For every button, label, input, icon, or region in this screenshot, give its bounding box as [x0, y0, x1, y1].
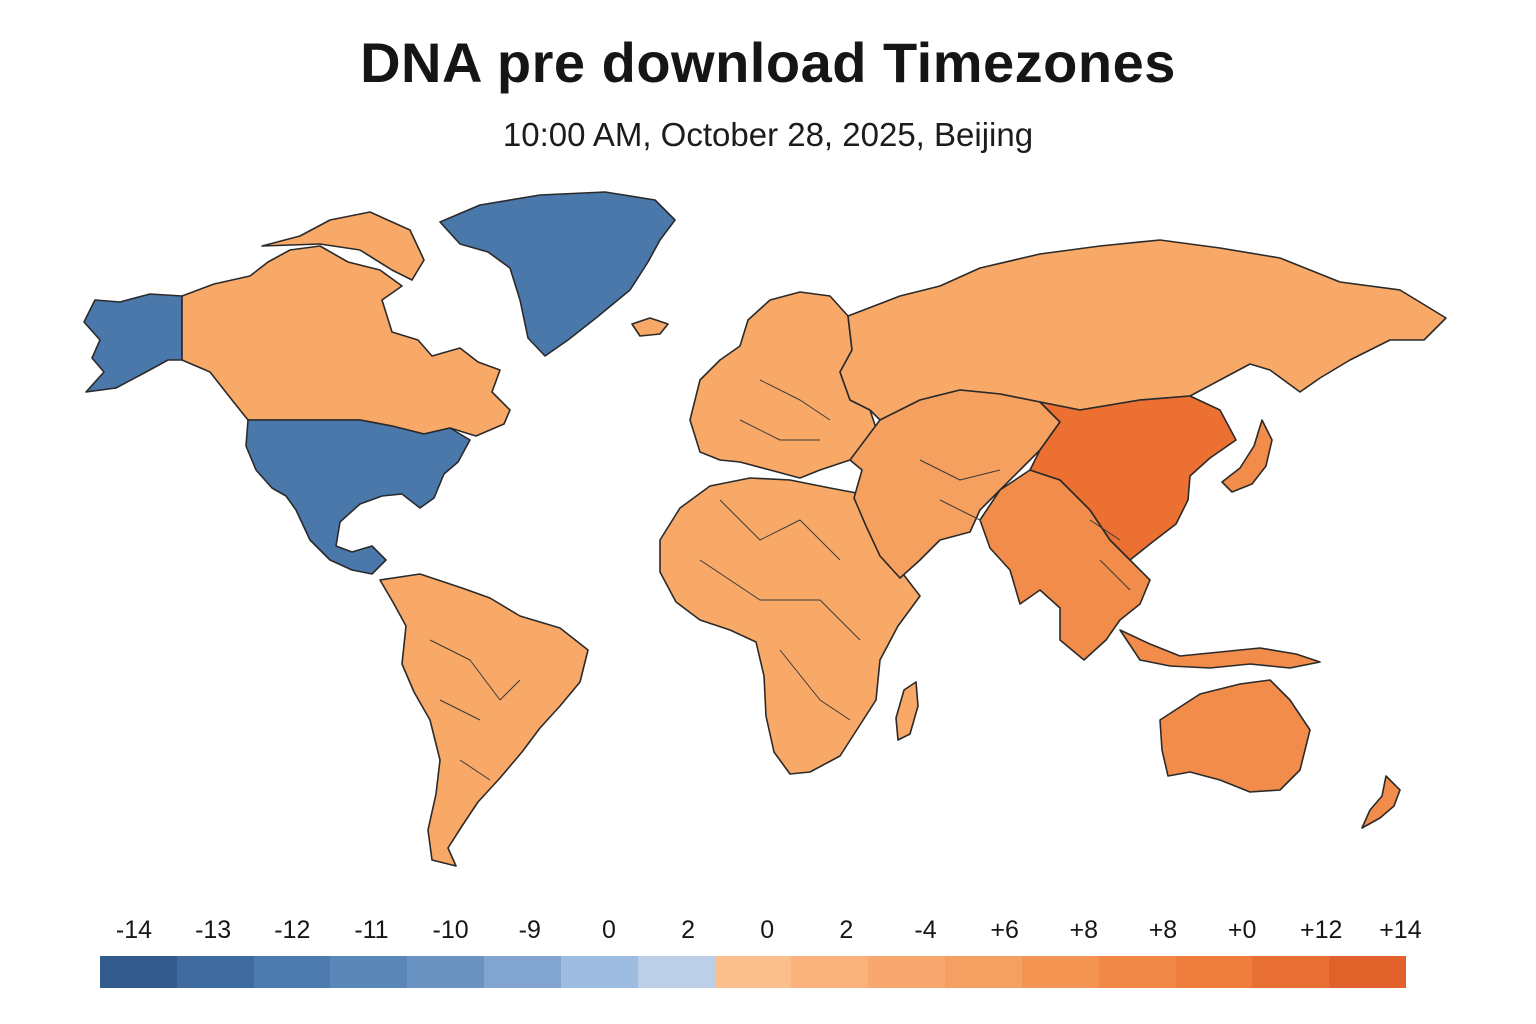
- legend-swatch: [1098, 956, 1176, 988]
- region-new-zealand[interactable]: [1361, 775, 1401, 829]
- region-canada-islands[interactable]: [261, 211, 425, 281]
- legend-label: 2: [681, 916, 695, 944]
- legend-label: +8: [1069, 916, 1099, 944]
- legend-swatch: [1252, 956, 1330, 988]
- legend-labels: -14 -13 -12 -11 -10 -9 0 2 0 2 -4 +6 +8 +8 +0 +12 +14: [100, 912, 1422, 952]
- legend-label: -4: [914, 916, 937, 944]
- legend-label: +0: [1227, 916, 1257, 944]
- region-south-america[interactable]: [379, 573, 589, 867]
- legend-swatch: [560, 956, 638, 988]
- legend-label: +8: [1148, 916, 1178, 944]
- legend-label: +12: [1300, 916, 1343, 944]
- region-madagascar[interactable]: [895, 681, 919, 741]
- region-russia[interactable]: [839, 239, 1447, 421]
- country-borders: [429, 379, 1131, 781]
- region-australia[interactable]: [1159, 679, 1311, 793]
- legend-label: 0: [760, 916, 775, 944]
- color-legend: -14 -13 -12 -11 -10 -9 0 2 0 2 -4 +6 +8 +8 +0 +12 +14: [100, 912, 1422, 992]
- legend-swatch: [791, 956, 869, 988]
- legend-swatch: [176, 956, 254, 988]
- legend-swatch: [484, 956, 561, 988]
- map-title: DNA pre download Timezones: [360, 31, 1176, 94]
- legend-label: -14: [115, 916, 153, 944]
- legend-swatch: [1175, 956, 1253, 988]
- legend-swatch: [1329, 956, 1407, 988]
- legend-swatch: [100, 956, 177, 988]
- legend-swatch: [407, 956, 485, 988]
- legend-label: 2: [839, 916, 854, 944]
- region-japan[interactable]: [1221, 419, 1273, 493]
- legend-label: -9: [518, 916, 541, 944]
- legend-swatch: [637, 956, 715, 988]
- legend-color-bar: [100, 956, 1407, 988]
- region-united-states-mexico[interactable]: [245, 419, 471, 575]
- legend-swatch: [868, 956, 946, 988]
- legend-swatch: [945, 956, 1022, 988]
- region-china[interactable]: [1029, 395, 1237, 561]
- legend-label: -12: [274, 916, 311, 944]
- legend-swatch: [330, 956, 408, 988]
- legend-label: 0: [601, 916, 616, 944]
- legend-swatch: [714, 956, 792, 988]
- legend-label: -13: [195, 916, 232, 944]
- region-iceland[interactable]: [631, 317, 669, 337]
- region-alaska[interactable]: [83, 293, 183, 393]
- map-subtitle: 10:00 AM, October 28, 2025, Beijing: [502, 116, 1034, 153]
- world-map: [83, 191, 1447, 867]
- region-middle-east-central-asia[interactable]: [849, 389, 1061, 579]
- region-indonesia[interactable]: [1119, 629, 1321, 669]
- legend-label: -10: [432, 916, 469, 944]
- legend-label: +14: [1379, 916, 1422, 944]
- legend-swatch: [253, 956, 331, 988]
- legend-swatch: [1021, 956, 1099, 988]
- legend-label: +6: [990, 916, 1019, 944]
- region-greenland[interactable]: [439, 191, 676, 357]
- legend-label: -11: [354, 916, 389, 944]
- region-canada[interactable]: [181, 245, 511, 437]
- region-africa[interactable]: [659, 477, 921, 775]
